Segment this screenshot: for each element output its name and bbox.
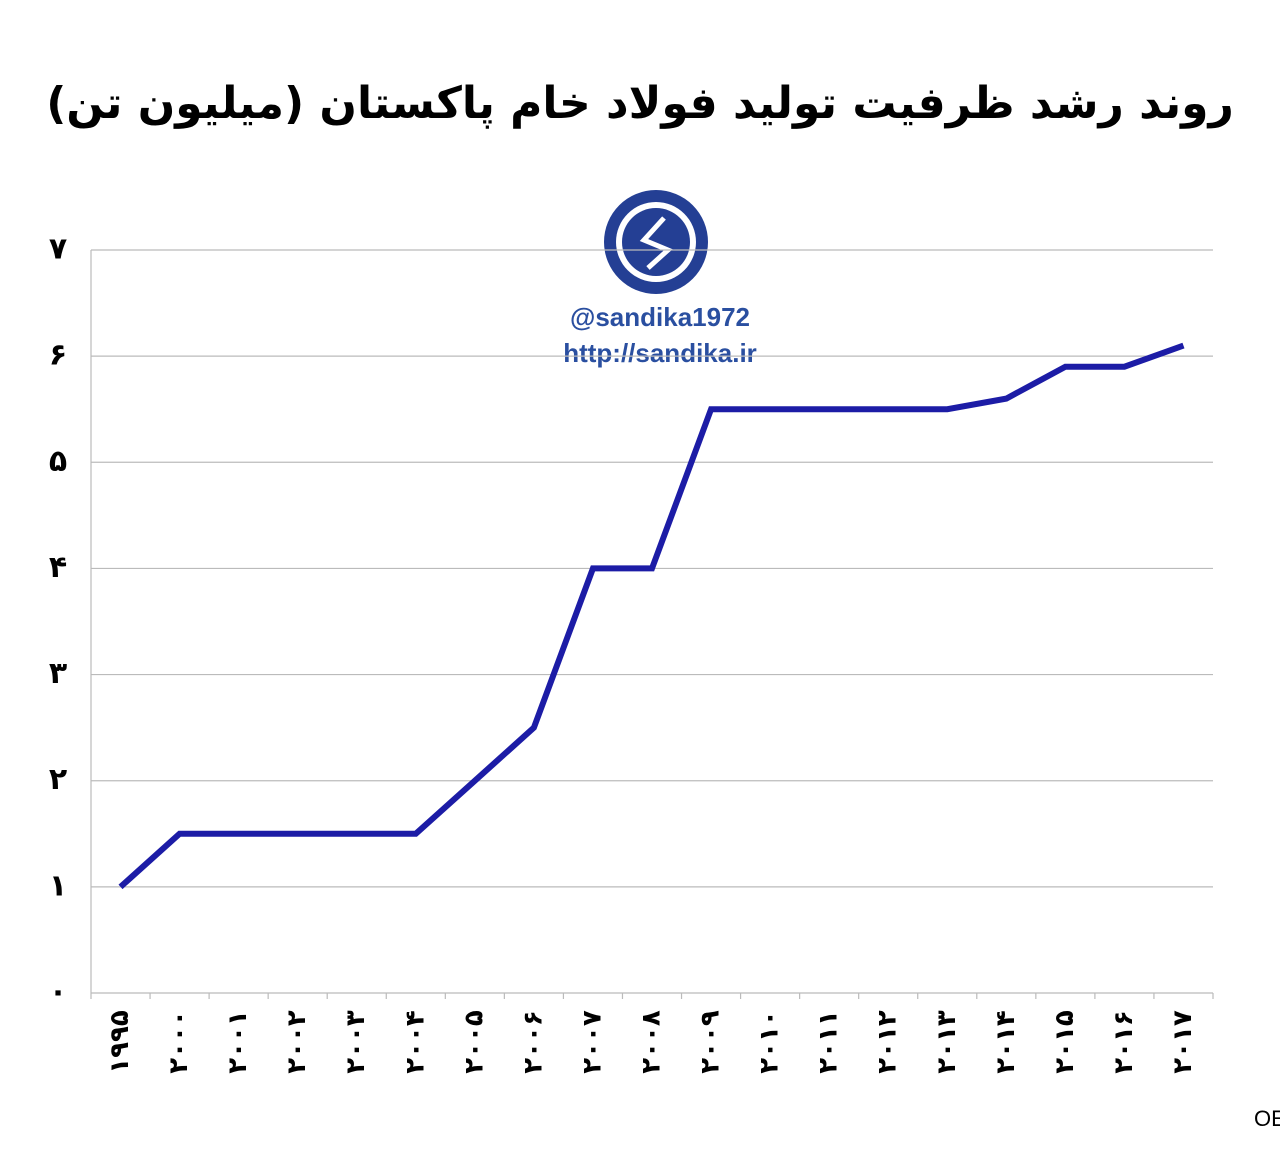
x-tick-label: ۲۰۱۶ <box>1109 1010 1139 1073</box>
y-tick-label: ۳ <box>49 656 67 691</box>
x-tick-label: ۲۰۰۲ <box>282 1010 312 1074</box>
x-tick-label: ۲۰۰۸ <box>637 1010 667 1074</box>
x-tick-label: ۲۰۱۱ <box>814 1010 844 1073</box>
y-tick-label: ۵ <box>49 444 67 479</box>
x-tick-label: ۲۰۰۴ <box>400 1010 430 1073</box>
y-tick-label: ۱ <box>49 868 67 903</box>
x-tick-label: ۲۰۱۲ <box>873 1010 903 1074</box>
x-tick-label: ۲۰۱۵ <box>1050 1010 1080 1074</box>
chart-title: روند رشد ظرفیت تولید فولاد خام پاکستان (… <box>46 78 1234 129</box>
y-tick-label: ۲ <box>49 762 67 797</box>
y-tick-label: ۴ <box>49 550 67 585</box>
x-tick-label: ۲۰۱۷ <box>1168 1010 1198 1074</box>
x-tick-label: ۲۰۰۹ <box>696 1010 726 1074</box>
watermark: @sandika1972 <box>570 302 750 332</box>
watermark: http://sandika.ir <box>563 338 757 368</box>
x-tick-label: ۱۹۹۵ <box>105 1010 135 1074</box>
x-tick-label: ۲۰۰۷ <box>577 1010 607 1074</box>
x-tick-label: ۲۰۰۶ <box>518 1010 548 1073</box>
data-line <box>118 342 1185 890</box>
source: منبع: OECD <box>1254 1106 1280 1132</box>
x-tick-label: ۲۰۰۳ <box>341 1010 371 1074</box>
x-tick-label: ۲۰۱۰ <box>755 1010 785 1073</box>
y-tick-label: ۰ <box>49 975 67 1010</box>
logo <box>604 190 708 294</box>
x-tick-label: ۲۰۰۰ <box>164 1010 194 1073</box>
x-tick-label: ۲۰۰۵ <box>459 1010 489 1074</box>
x-tick-label: ۲۰۱۴ <box>991 1010 1021 1073</box>
x-tick-label: ۲۰۱۳ <box>932 1010 962 1074</box>
y-tick-label: ۶ <box>49 338 67 373</box>
y-tick-label: ۷ <box>49 232 67 267</box>
x-tick-label: ۲۰۰۱ <box>223 1010 253 1073</box>
